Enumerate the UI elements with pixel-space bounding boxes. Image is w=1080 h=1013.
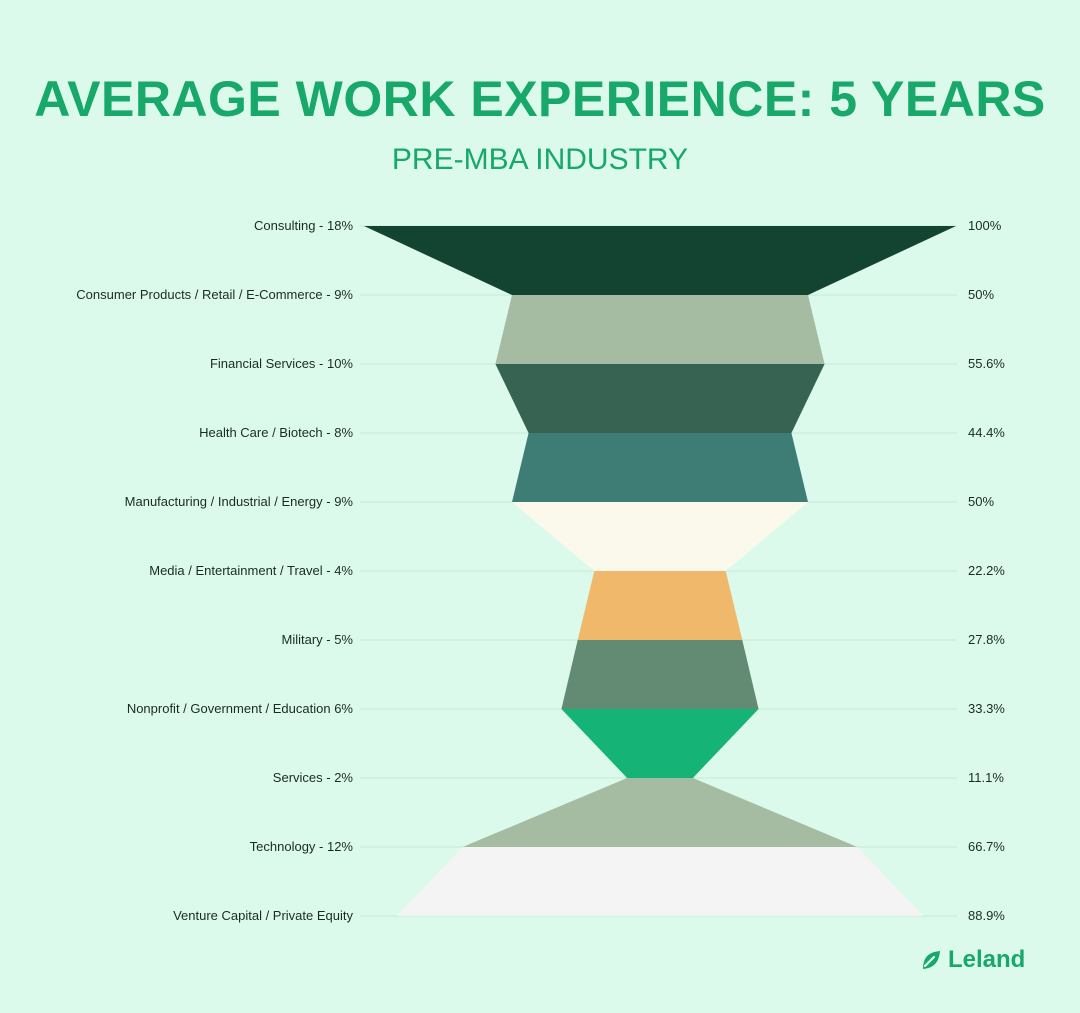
funnel-segment [495, 295, 825, 364]
funnel-segment [495, 364, 825, 433]
stage-value-label: 27.8% [968, 632, 1005, 647]
stage-label: Media / Entertainment / Travel - 4% [149, 563, 353, 578]
brand-name: Leland [948, 946, 1026, 973]
stage-value-label: 50% [968, 287, 994, 302]
funnel-segment [561, 640, 759, 709]
stage-value-label: 66.7% [968, 839, 1005, 854]
stage-label: Nonprofit / Government / Education 6% [127, 701, 354, 716]
stage-label: Consumer Products / Retail / E-Commerce … [76, 287, 353, 302]
funnel-segment [577, 571, 743, 640]
stage-label: Venture Capital / Private Equity [173, 908, 353, 923]
stage-label: Manufacturing / Industrial / Energy - 9% [125, 494, 354, 509]
stage-label: Consulting - 18% [254, 218, 353, 233]
stage-value-label: 44.4% [968, 425, 1005, 440]
funnel-labels: Consulting - 18% 100% Consumer Products / … [76, 218, 1005, 923]
stage-label: Health Care / Biotech - 8% [199, 425, 353, 440]
funnel-segments [364, 226, 956, 916]
stage-value-label: 100% [968, 218, 1002, 233]
stage-value-label: 88.9% [968, 908, 1005, 923]
stage-label: Financial Services - 10% [210, 356, 353, 371]
funnel-segment [561, 709, 759, 778]
brand-logo: Leland [920, 946, 1025, 974]
chart-title: AVERAGE WORK EXPERIENCE: 5 YEARS [34, 71, 1046, 127]
stage-value-label: 11.1% [968, 770, 1004, 785]
stage-label: Services - 2% [273, 770, 354, 785]
stage-value-label: 33.3% [968, 701, 1005, 716]
leaf-icon [923, 951, 940, 969]
funnel-segment [512, 433, 808, 502]
funnel-segment [396, 847, 924, 916]
stage-value-label: 50% [968, 494, 994, 509]
funnel-segment [462, 778, 858, 847]
chart-subtitle: PRE-MBA INDUSTRY [391, 143, 689, 176]
funnel-segment [364, 226, 956, 295]
funnel-segment [512, 502, 808, 571]
stage-label: Technology - 12% [250, 839, 354, 854]
stage-label: Military - 5% [281, 632, 353, 647]
stage-value-label: 22.2% [968, 563, 1005, 578]
stage-value-label: 55.6% [968, 356, 1005, 371]
